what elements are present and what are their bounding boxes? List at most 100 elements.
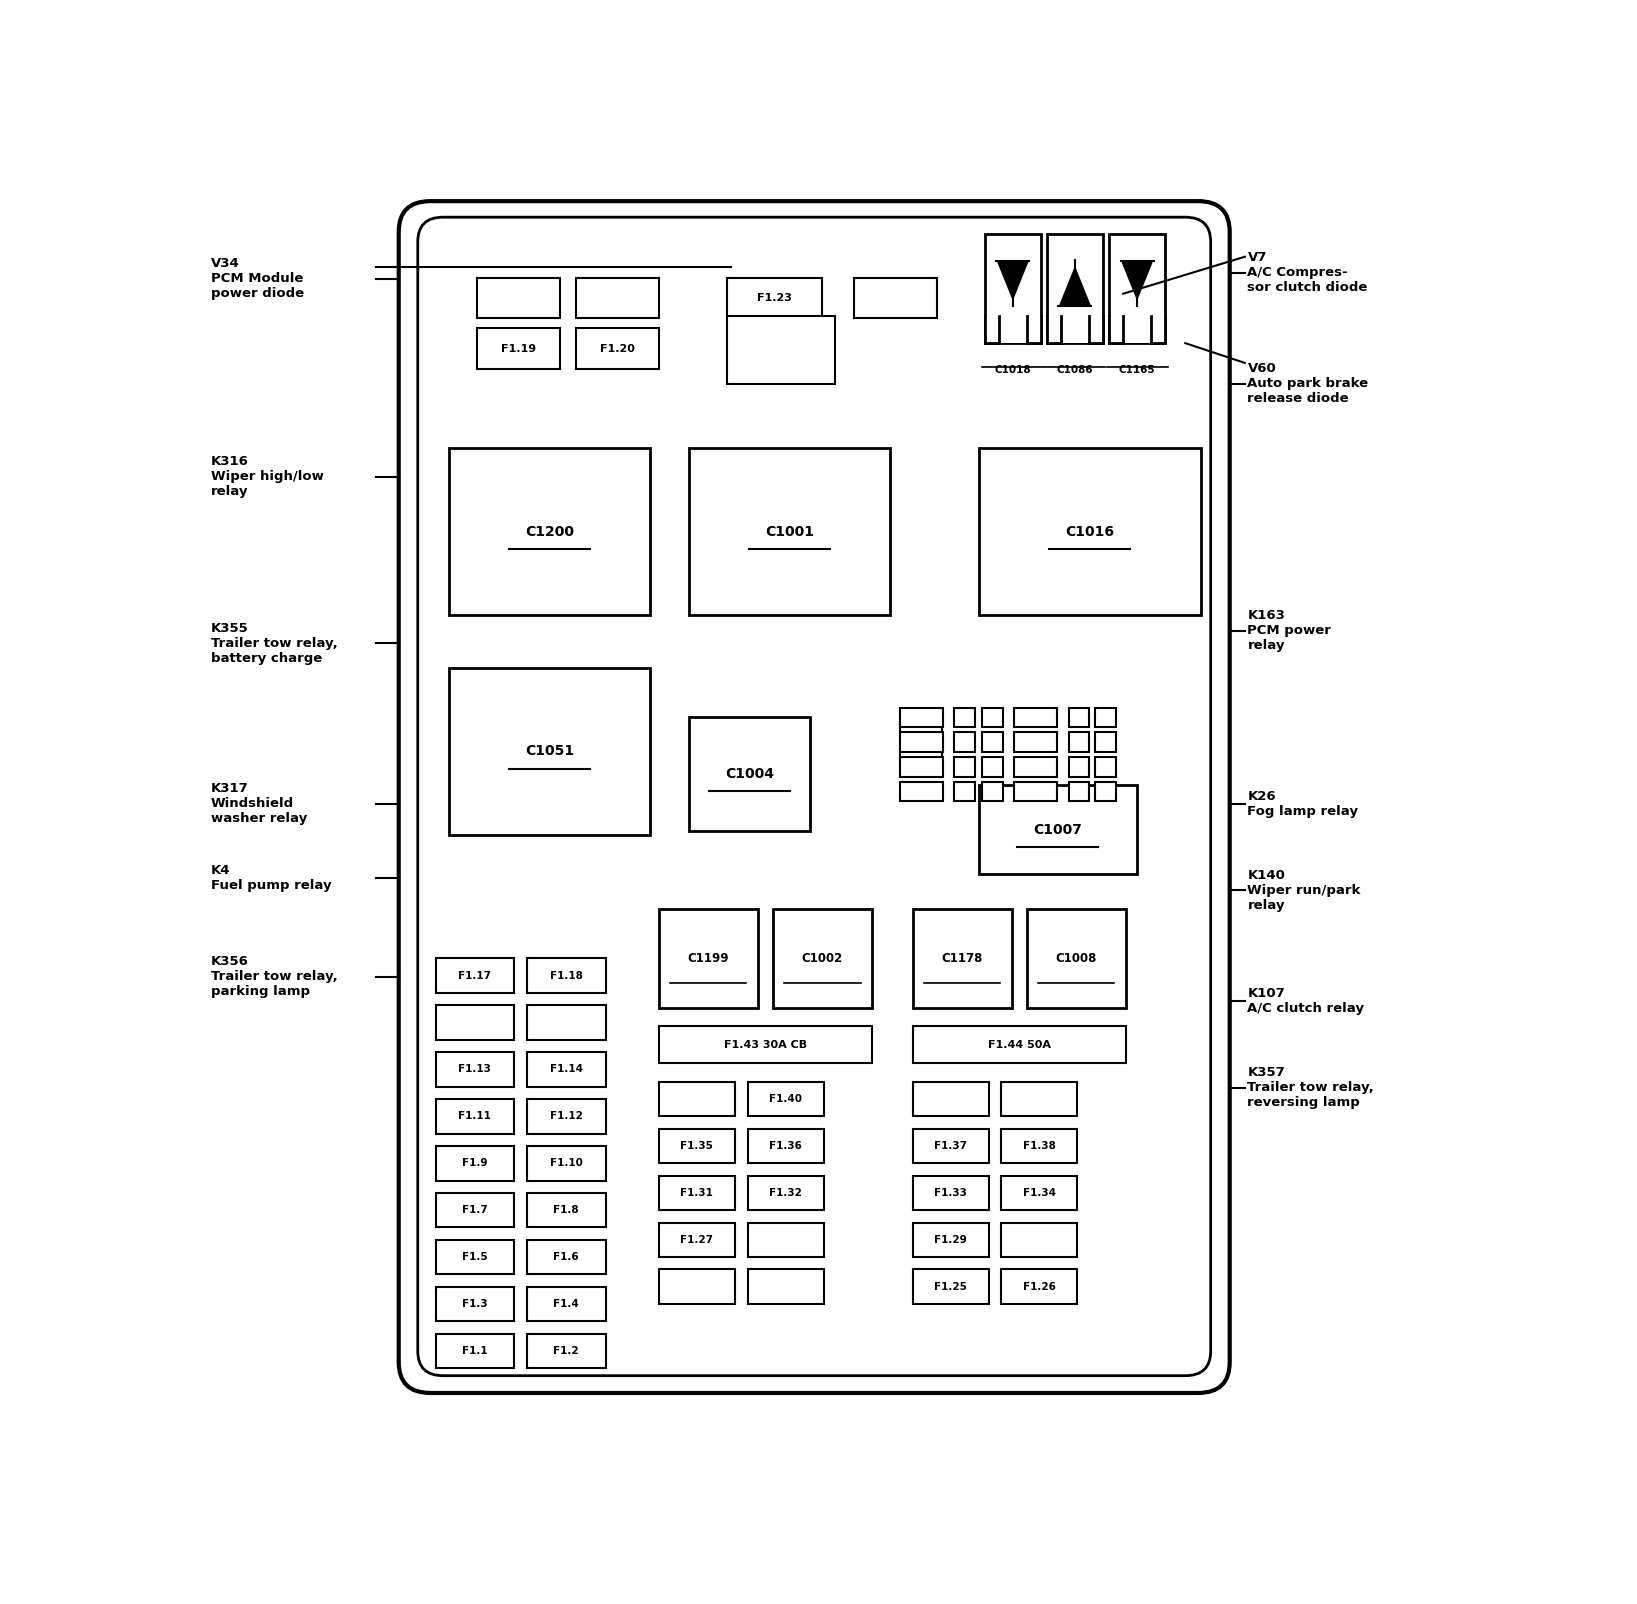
Text: F1.6: F1.6 (553, 1253, 579, 1262)
Text: F1.19: F1.19 (501, 343, 537, 354)
Bar (435, 1193, 514, 1227)
Bar (1002, 1176, 1077, 1209)
Bar (1048, 234, 1103, 343)
Bar (727, 316, 835, 383)
Bar (912, 909, 1012, 1007)
Text: F1.2: F1.2 (553, 1346, 579, 1355)
Bar (900, 743, 941, 765)
Text: V60
Auto park brake
release diode: V60 Auto park brake release diode (1247, 363, 1369, 406)
Bar (478, 277, 560, 319)
Text: C1001: C1001 (764, 525, 814, 539)
Text: F1.14: F1.14 (550, 1065, 583, 1075)
Bar (1026, 909, 1126, 1007)
Text: C1018: C1018 (994, 366, 1031, 375)
Polygon shape (997, 261, 1028, 298)
Bar (576, 277, 658, 319)
Text: F1.44 50A: F1.44 50A (987, 1039, 1051, 1049)
Text: K4
Fuel pump relay: K4 Fuel pump relay (211, 865, 332, 892)
Text: F1.7: F1.7 (462, 1205, 488, 1216)
Bar (954, 731, 974, 752)
Bar (979, 448, 1200, 614)
Bar (900, 731, 943, 752)
Text: F1.26: F1.26 (1023, 1282, 1056, 1291)
Text: F1.32: F1.32 (769, 1189, 802, 1198)
Bar (985, 234, 1041, 343)
Bar (1013, 731, 1058, 752)
Text: F1.29: F1.29 (935, 1235, 967, 1245)
Bar (658, 1269, 735, 1304)
Text: F1.35: F1.35 (681, 1140, 714, 1152)
Bar (1110, 234, 1166, 343)
Bar (900, 757, 943, 776)
Bar (435, 1240, 514, 1275)
Text: C1200: C1200 (525, 525, 575, 539)
Bar (527, 1052, 606, 1086)
Text: F1.3: F1.3 (462, 1299, 488, 1309)
Text: C1002: C1002 (802, 951, 843, 964)
Text: C1165: C1165 (1118, 366, 1156, 375)
Bar (982, 757, 1002, 776)
Bar (658, 1129, 735, 1163)
Bar (1069, 731, 1089, 752)
Bar (1048, 316, 1103, 343)
Text: F1.4: F1.4 (553, 1299, 579, 1309)
Text: F1.33: F1.33 (935, 1189, 967, 1198)
Bar (435, 1145, 514, 1181)
Bar (1095, 731, 1115, 752)
Bar (900, 707, 943, 727)
Bar (689, 717, 810, 831)
Text: V7
A/C Compres-
sor clutch diode: V7 A/C Compres- sor clutch diode (1247, 252, 1369, 294)
Bar (900, 781, 943, 802)
Text: F1.31: F1.31 (681, 1189, 714, 1198)
Bar (1095, 757, 1115, 776)
Bar (527, 1286, 606, 1322)
Text: C1178: C1178 (941, 951, 982, 964)
Text: C1008: C1008 (1056, 951, 1097, 964)
Bar (748, 1269, 823, 1304)
Text: V34
PCM Module
power diode: V34 PCM Module power diode (211, 257, 304, 300)
Text: F1.38: F1.38 (1023, 1140, 1056, 1152)
Bar (1069, 781, 1089, 802)
Text: K163
PCM power
relay: K163 PCM power relay (1247, 610, 1331, 653)
Text: F1.18: F1.18 (550, 970, 583, 980)
Bar (954, 707, 974, 727)
Bar (1013, 707, 1058, 727)
Bar (1002, 1269, 1077, 1304)
Bar (435, 1052, 514, 1086)
Text: F1.40: F1.40 (769, 1094, 802, 1104)
Bar (450, 667, 650, 834)
Bar (982, 781, 1002, 802)
Bar (435, 1286, 514, 1322)
Bar (1069, 707, 1089, 727)
Bar (527, 1099, 606, 1134)
Bar (748, 1176, 823, 1209)
Text: F1.34: F1.34 (1023, 1189, 1056, 1198)
Bar (1095, 707, 1115, 727)
Text: K107
A/C clutch relay: K107 A/C clutch relay (1247, 988, 1365, 1015)
Bar (576, 329, 658, 369)
Polygon shape (1121, 261, 1152, 298)
Bar (1069, 757, 1089, 776)
Text: F1.9: F1.9 (462, 1158, 488, 1168)
Bar (658, 1081, 735, 1116)
Polygon shape (1059, 268, 1090, 306)
Bar (658, 909, 758, 1007)
Text: F1.25: F1.25 (935, 1282, 967, 1291)
Text: F1.36: F1.36 (769, 1140, 802, 1152)
Bar (748, 1222, 823, 1258)
Text: F1.20: F1.20 (601, 343, 635, 354)
Bar (912, 1176, 989, 1209)
Bar (1002, 1222, 1077, 1258)
Text: F1.8: F1.8 (553, 1205, 579, 1216)
Bar (435, 1099, 514, 1134)
Bar (527, 1145, 606, 1181)
Text: F1.1: F1.1 (462, 1346, 488, 1355)
FancyBboxPatch shape (399, 200, 1229, 1392)
Text: F1.5: F1.5 (462, 1253, 488, 1262)
Text: F1.13: F1.13 (458, 1065, 491, 1075)
Bar (478, 329, 560, 369)
Text: F1.12: F1.12 (550, 1112, 583, 1121)
Text: F1.17: F1.17 (458, 970, 491, 980)
Text: C1007: C1007 (1033, 823, 1082, 837)
Bar (435, 958, 514, 993)
